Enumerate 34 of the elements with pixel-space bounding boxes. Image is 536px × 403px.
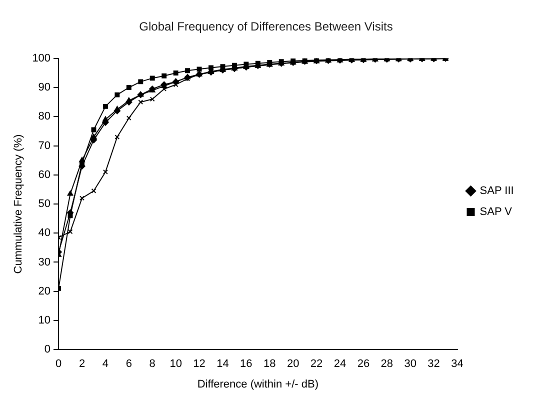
legend-label: SAP III (480, 185, 514, 198)
x-tick-label: 34 (451, 358, 464, 370)
x-tick-label: 32 (428, 358, 440, 370)
y-tick-label: 70 (38, 140, 51, 152)
x-tick-label: 8 (149, 358, 156, 370)
y-tick-label: 0 (44, 344, 51, 356)
x-tick-label: 20 (286, 358, 300, 370)
x-axis-title: Difference (within +/- dB) (197, 378, 318, 390)
x-tick-label: 28 (380, 358, 394, 370)
y-tick-label: 60 (38, 168, 51, 181)
x-tick-label: 0 (55, 358, 62, 370)
x-tick-label: 6 (126, 358, 132, 370)
y-tick-label: 90 (38, 82, 51, 94)
y-axis-title: Cummulative Frequency (%) (12, 134, 25, 274)
x-tick-label: 10 (170, 358, 182, 370)
legend-label: SAP V (480, 206, 513, 218)
x-tick-label: 30 (404, 358, 416, 370)
x-tick-label: 4 (102, 358, 109, 370)
x-tick-label: 16 (240, 358, 252, 370)
x-tick-label: 2 (78, 358, 86, 370)
x-tick-label: 14 (216, 358, 229, 370)
y-tick-label: 20 (38, 285, 51, 298)
y-tick-label: 10 (38, 314, 51, 327)
y-tick-label: 50 (38, 198, 51, 210)
x-tick-label: 22 (310, 358, 323, 370)
x-tick-label: 12 (193, 358, 206, 370)
y-tick-label: 30 (38, 256, 51, 268)
y-tick-label: 100 (32, 52, 51, 64)
chart-title: Global Frequency of Differences Between Visits (139, 20, 393, 34)
y-tick-label: 40 (38, 227, 51, 240)
x-tick-label: 18 (264, 358, 276, 370)
x-tick-label: 24 (334, 358, 346, 370)
y-tick-label: 80 (38, 110, 51, 123)
x-tick-label: 26 (357, 358, 370, 370)
